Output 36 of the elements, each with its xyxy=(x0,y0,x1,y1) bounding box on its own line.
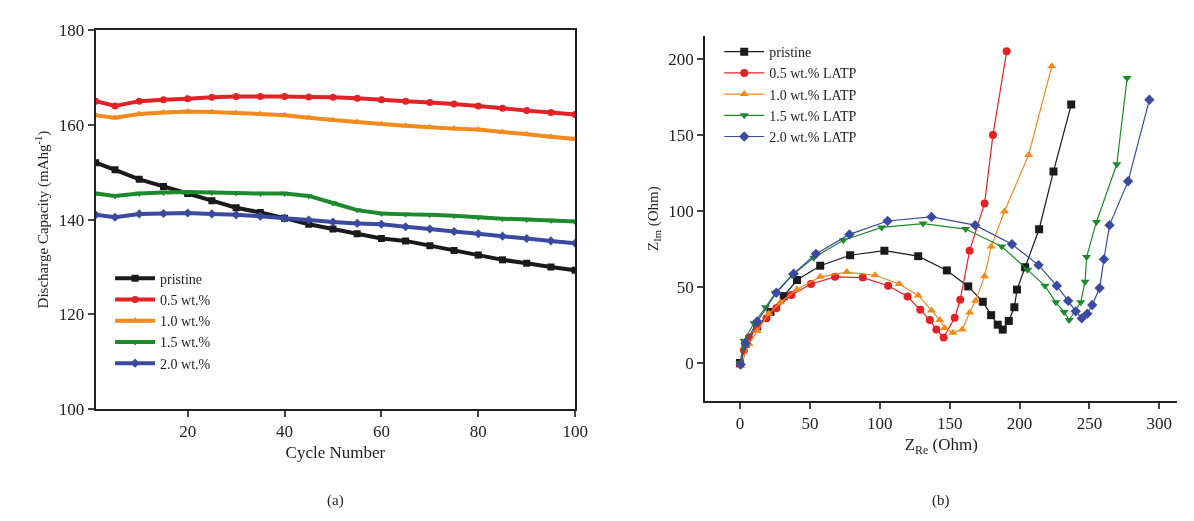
y-tick-label: 0 xyxy=(685,354,694,373)
y-tick-label: 180 xyxy=(58,21,85,41)
legend-label: 1.0 wt.% xyxy=(160,314,211,330)
legend-label: 1.0 wt.% LATP xyxy=(769,87,857,103)
legend-label: 2.0 wt.% xyxy=(160,356,211,372)
y-tick-label: 120 xyxy=(58,305,85,325)
x-tick-label: 60 xyxy=(372,422,390,442)
legend-label: 1.5 wt.% xyxy=(160,335,211,351)
x-tick-label: 80 xyxy=(469,422,487,442)
text: (b) xyxy=(932,492,950,509)
x-tick-label: 150 xyxy=(936,414,963,434)
x-tick-label: 250 xyxy=(1076,414,1103,434)
legend-label: pristine xyxy=(769,45,812,61)
x-tick-label: 200 xyxy=(1006,414,1033,434)
x-tick-label: 20 xyxy=(179,422,197,442)
y-tick-label: 200 xyxy=(668,49,694,69)
x-tick-label: 300 xyxy=(1146,414,1173,434)
y-tick-label: 50 xyxy=(676,277,694,297)
x-tick-label: 100 xyxy=(867,414,893,434)
x-tick-label: 50 xyxy=(801,414,819,434)
x-axis-title: Cycle Number xyxy=(285,443,386,463)
x-tick-label: 100 xyxy=(562,422,588,442)
y-tick-label: 100 xyxy=(668,201,694,221)
legend-label: pristine xyxy=(160,271,203,287)
legend-label: 0.5 wt.% LATP xyxy=(769,66,857,82)
x-axis-title: Z$_{Re}$ (Ohm) xyxy=(904,435,978,457)
y-tick-label: 160 xyxy=(58,115,85,135)
legend-label: 2.0 wt.% LATP xyxy=(769,129,857,145)
text: (a) xyxy=(327,492,344,509)
x-tick-label: 40 xyxy=(276,422,294,442)
legend-label: 0.5 wt.% xyxy=(160,293,211,309)
y-tick-label: 100 xyxy=(58,400,85,420)
legend-label: 1.5 wt.% LATP xyxy=(769,108,857,124)
y-tick-label: 150 xyxy=(668,125,694,145)
y-tick-label: 140 xyxy=(58,210,85,230)
x-tick-label: 0 xyxy=(735,414,745,434)
